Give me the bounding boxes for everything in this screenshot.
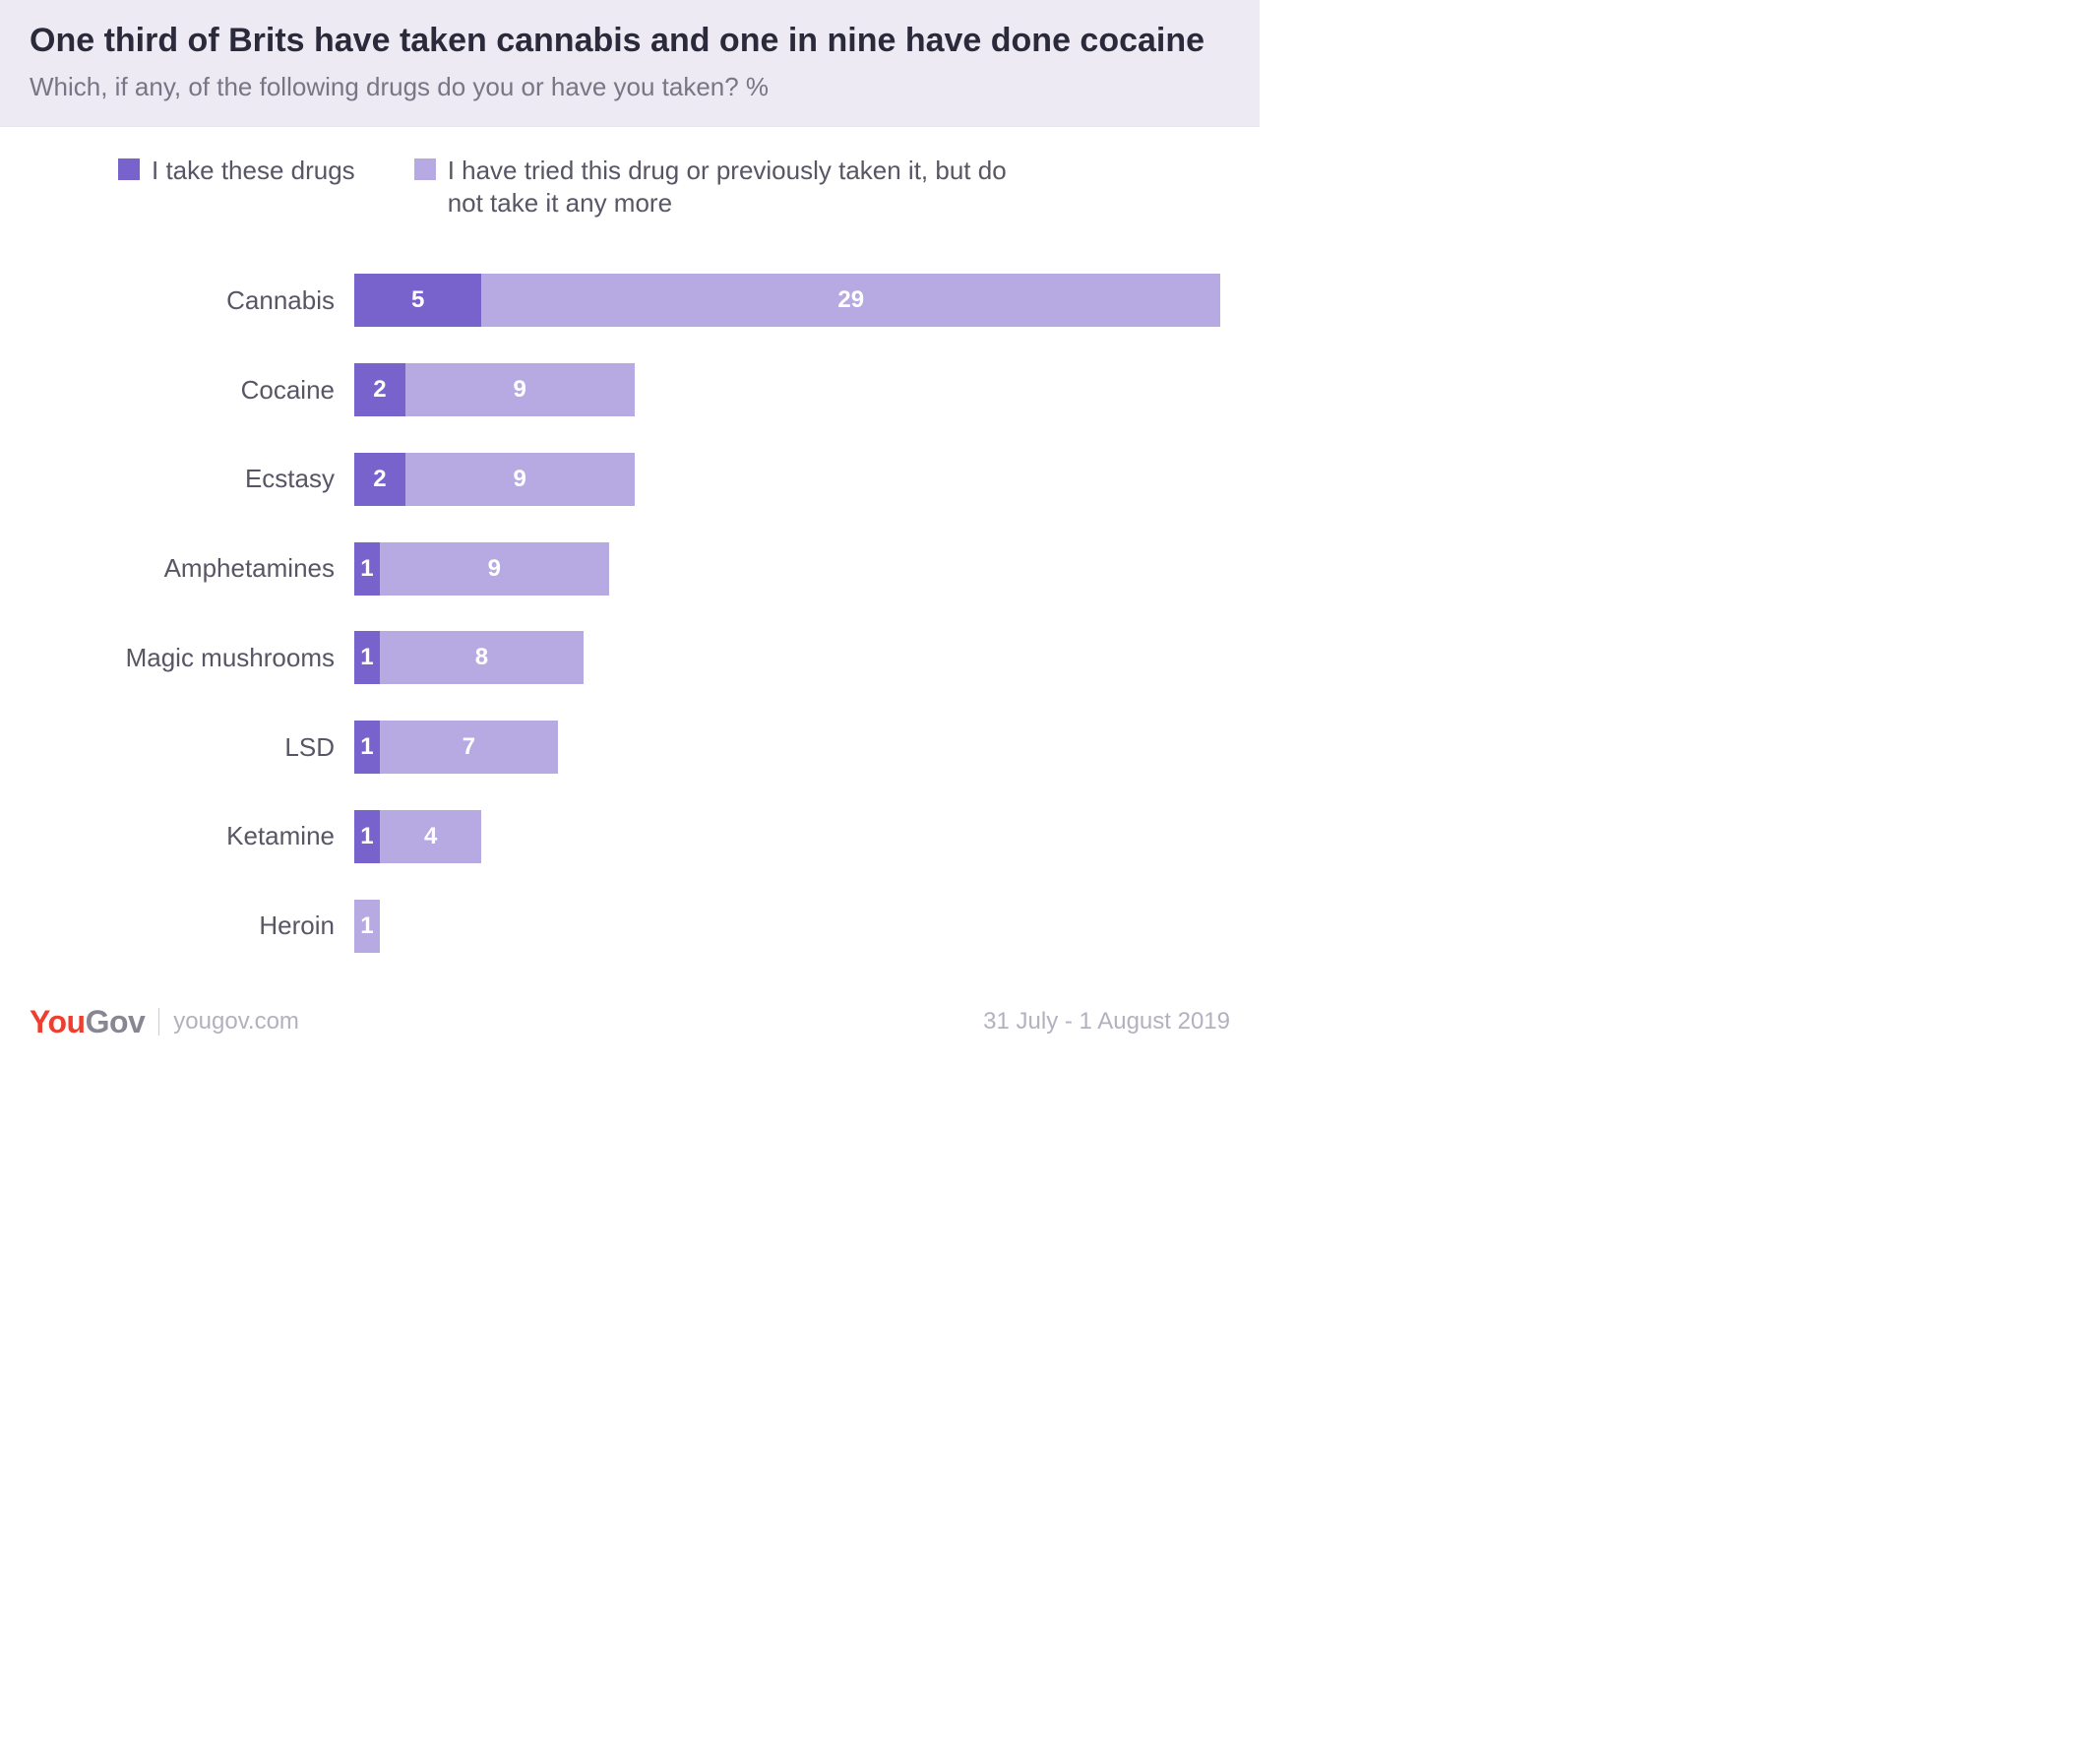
bar-category-label: LSD xyxy=(39,732,354,763)
legend-item: I take these drugs xyxy=(118,155,355,221)
bar-track: 29 xyxy=(354,453,1220,506)
brand-divider xyxy=(158,1008,159,1036)
bar-segment: 1 xyxy=(354,810,380,863)
bar-track: 29 xyxy=(354,363,1220,416)
bar-track: 18 xyxy=(354,631,1220,684)
chart-container: One third of Brits have taken cannabis a… xyxy=(0,0,1260,1055)
bar-category-label: Cocaine xyxy=(39,375,354,406)
legend-swatch xyxy=(414,158,436,180)
bar-row: Heroin1 xyxy=(39,900,1220,953)
brand-you: You xyxy=(30,1004,86,1039)
bar-category-label: Magic mushrooms xyxy=(39,643,354,673)
chart-subtitle: Which, if any, of the following drugs do… xyxy=(30,72,1230,102)
bar-row: Amphetamines19 xyxy=(39,542,1220,596)
bar-row: Cannabis529 xyxy=(39,274,1220,327)
bar-row: Magic mushrooms18 xyxy=(39,631,1220,684)
bar-track: 1 xyxy=(354,900,1220,953)
bar-track: 14 xyxy=(354,810,1220,863)
bars-wrap: Cannabis529Cocaine29Ecstasy29Amphetamine… xyxy=(39,256,1220,990)
brand-url: yougov.com xyxy=(173,1008,299,1036)
bar-track: 529 xyxy=(354,274,1220,327)
chart-title: One third of Brits have taken cannabis a… xyxy=(30,20,1230,62)
bar-segment: 29 xyxy=(481,274,1220,327)
bar-category-label: Ketamine xyxy=(39,821,354,851)
bar-track: 19 xyxy=(354,542,1220,596)
bar-segment: 9 xyxy=(380,542,609,596)
brand-gov: Gov xyxy=(86,1004,146,1039)
bar-segment: 5 xyxy=(354,274,481,327)
bar-segment: 1 xyxy=(354,542,380,596)
bar-segment: 1 xyxy=(354,631,380,684)
bar-row: LSD17 xyxy=(39,721,1220,774)
plot-area: I take these drugs I have tried this drug… xyxy=(0,127,1260,1001)
bar-segment: 9 xyxy=(405,363,635,416)
bar-segment: 8 xyxy=(380,631,584,684)
legend: I take these drugs I have tried this drug… xyxy=(118,155,1220,221)
bar-category-label: Cannabis xyxy=(39,285,354,316)
bar-segment: 2 xyxy=(354,363,405,416)
chart-header: One third of Brits have taken cannabis a… xyxy=(0,0,1260,127)
bar-segment: 1 xyxy=(354,721,380,774)
bar-category-label: Amphetamines xyxy=(39,553,354,584)
legend-swatch xyxy=(118,158,140,180)
legend-item: I have tried this drug or previously tak… xyxy=(414,155,1024,221)
footer-date: 31 July - 1 August 2019 xyxy=(983,1008,1230,1036)
bar-segment: 2 xyxy=(354,453,405,506)
bar-segment: 4 xyxy=(380,810,482,863)
bar-category-label: Heroin xyxy=(39,910,354,941)
bar-segment: 1 xyxy=(354,900,380,953)
bar-row: Cocaine29 xyxy=(39,363,1220,416)
legend-label: I have tried this drug or previously tak… xyxy=(448,155,1024,221)
chart-footer: YouGov yougov.com 31 July - 1 August 201… xyxy=(0,1000,1260,1055)
legend-label: I take these drugs xyxy=(152,155,355,188)
footer-left: YouGov yougov.com xyxy=(30,1004,299,1040)
bar-track: 17 xyxy=(354,721,1220,774)
bar-segment: 9 xyxy=(405,453,635,506)
bar-category-label: Ecstasy xyxy=(39,464,354,494)
bar-segment: 7 xyxy=(380,721,558,774)
brand-logo: YouGov xyxy=(30,1004,145,1040)
bar-row: Ecstasy29 xyxy=(39,453,1220,506)
bar-row: Ketamine14 xyxy=(39,810,1220,863)
